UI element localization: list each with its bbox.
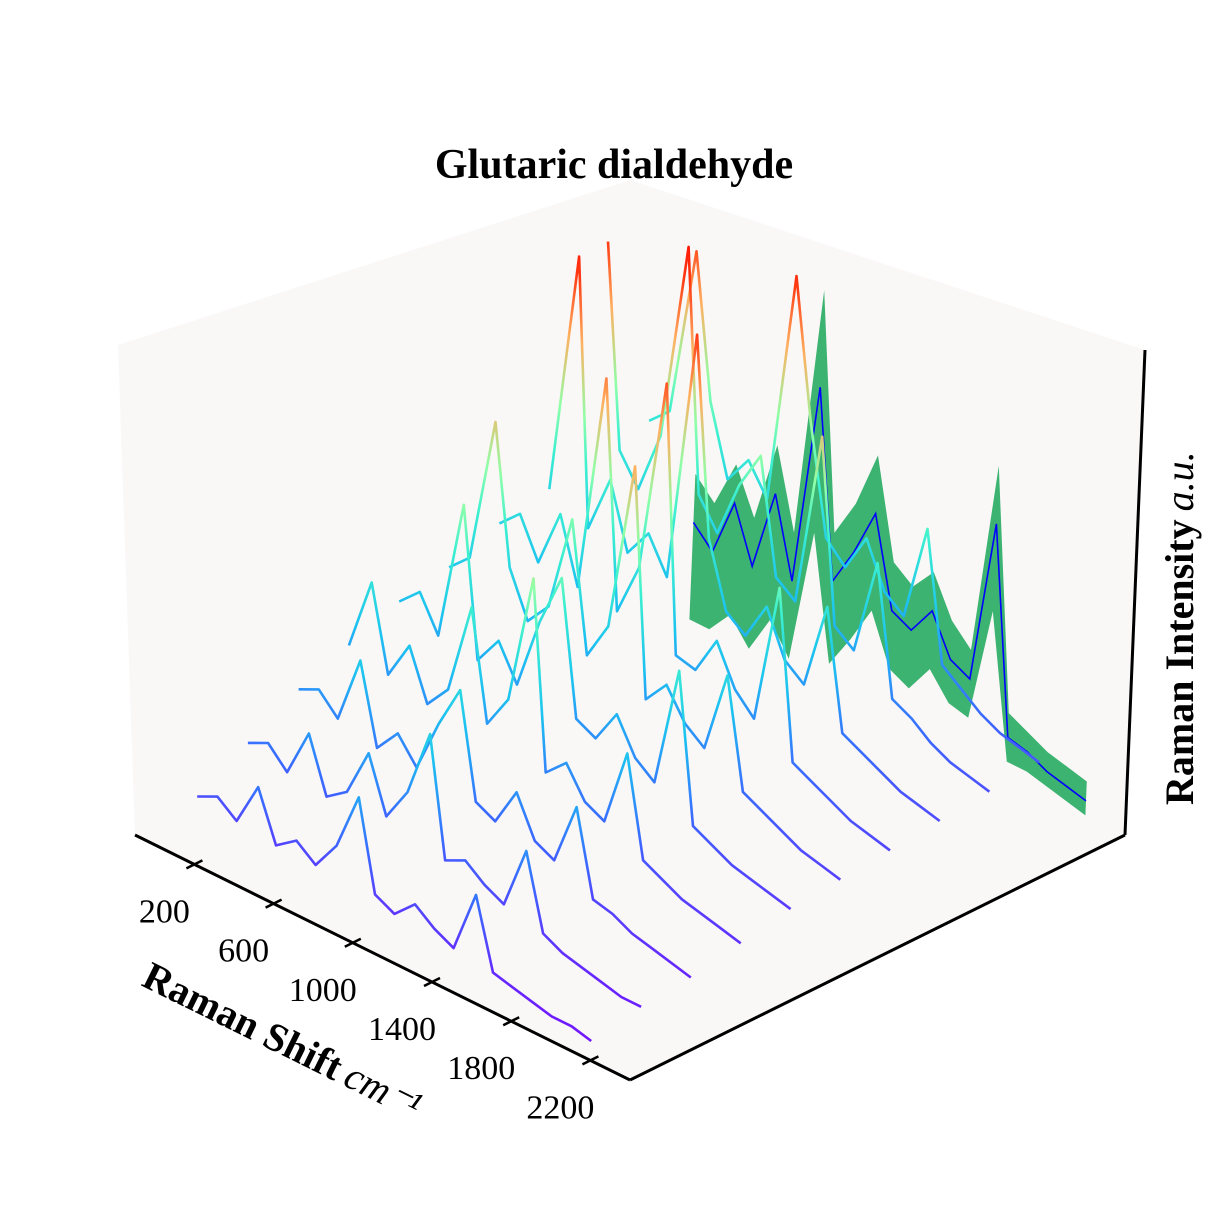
x-tick-label: 2200 [526,1089,594,1126]
x-tick-label: 1000 [289,972,357,1009]
x-tick-label: 1800 [447,1050,515,1087]
right-pane [630,180,1145,835]
spectrum-line [298,659,692,979]
x-axis [134,833,631,1082]
x-tick-label: 600 [218,933,269,970]
x-tick-label: 1400 [368,1011,436,1048]
depth-axis [629,833,1126,1082]
spectrum-line [548,255,941,823]
x-tick [185,859,203,870]
x-tick [344,937,362,948]
spectrum-line [347,577,742,945]
spectrum-line [197,785,592,1043]
z-label-text: Raman Intensity [1157,519,1202,805]
x-label-unit: cm⁻¹ [337,1052,428,1128]
z-axis-label: Raman Intensity a.u. [1157,451,1202,805]
spectrum-line [247,732,642,1008]
left-pane [118,180,630,835]
z-label-unit: a.u. [1157,451,1202,511]
z-axis [1123,349,1147,836]
x-tick-label: 200 [139,893,190,930]
spectrum-line [606,241,991,793]
spectrum-line [448,420,842,881]
std-band [689,290,1087,816]
x-tick [265,898,283,909]
x-tick [423,976,441,988]
chart-title: Glutaric dialdehyde [435,142,793,188]
x-tick [502,1016,520,1027]
x-tick [581,1055,599,1066]
spectrum-line [648,250,1040,764]
spectrum-line [398,503,792,911]
